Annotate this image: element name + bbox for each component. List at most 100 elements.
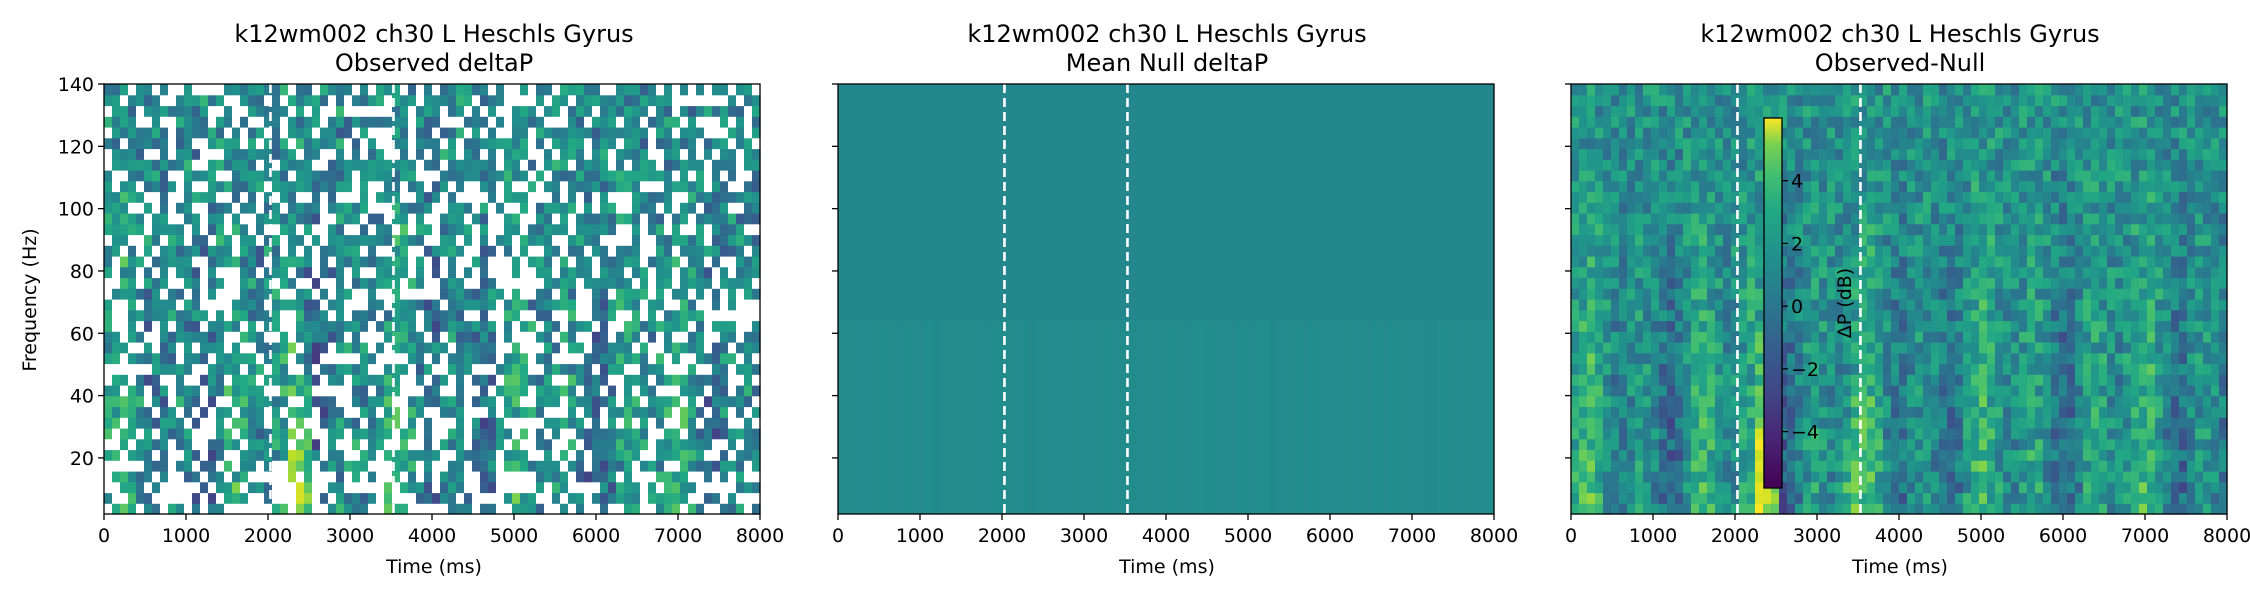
heatmap-cell [312,191,321,203]
heatmap-cell [144,438,153,451]
heatmap-cell [104,481,113,494]
heatmap-cell [1835,234,1844,246]
heatmap-cell [1795,159,1804,171]
heatmap-cell [696,309,705,322]
heatmap-column [1254,320,1263,514]
heatmap-cell [552,406,561,418]
heatmap-cell [1795,449,1804,461]
heatmap-cell [1859,374,1868,386]
heatmap-cell [664,288,673,300]
heatmap-cell [536,202,545,214]
heatmap-cell [1635,170,1644,182]
heatmap-cell [376,127,385,139]
heatmap-cell [664,438,673,451]
heatmap-cell [672,245,681,257]
heatmap-cell [136,438,145,451]
heatmap-cell [1851,449,1860,461]
heatmap-cell [664,352,673,365]
heatmap-cell [1691,84,1700,96]
heatmap-cell [312,385,321,397]
heatmap-cell [1643,170,1652,182]
heatmap-cell [280,395,289,408]
heatmap-cell [1867,417,1876,429]
heatmap-cell [176,481,185,494]
heatmap-cell [376,481,385,494]
heatmap-cell [1755,245,1764,257]
heatmap-cell [1699,309,1708,322]
heatmap-cell [1651,191,1660,203]
heatmap-cell [728,309,737,322]
heatmap-cell [408,105,417,117]
heatmap-cell [344,266,353,279]
heatmap-cell [704,309,713,322]
heatmap-cell [1595,137,1604,150]
heatmap-cell [272,331,281,343]
heatmap-cell [440,449,449,461]
heatmap-cell [664,374,673,386]
heatmap-cell [216,213,225,225]
heatmap-cell [264,460,273,472]
heatmap-cell [248,481,257,494]
heatmap-cell [1659,331,1668,343]
heatmap-cell [1619,395,1628,408]
heatmap-cell [480,395,489,408]
heatmap-cell [208,234,217,246]
heatmap-cell [256,234,265,246]
heatmap-cell [320,471,329,483]
heatmap-cell [528,320,537,332]
event-lines [269,84,395,514]
heatmap-cell [288,374,297,386]
x-tick-label: 4000 [408,525,456,547]
heatmap-cell [696,213,705,225]
heatmap-cell [296,395,305,408]
heatmap-cell [104,84,113,96]
heatmap-cell [184,234,193,246]
heatmap-cell [736,374,745,386]
heatmap-cell [1715,191,1724,203]
heatmap-cell [1595,288,1604,300]
heatmap-cell [192,288,201,300]
heatmap-cell [208,170,217,182]
heatmap-cell [688,148,697,160]
heatmap-cell [344,148,353,160]
heatmap-cell [1627,417,1636,429]
heatmap-cell [1835,191,1844,203]
heatmap-cell [288,385,297,397]
heatmap-cell [552,309,561,322]
heatmap-cell [1707,374,1716,386]
heatmap-cell [336,309,345,322]
heatmap-cell [1619,170,1628,182]
heatmap-cell [528,213,537,225]
heatmap-cell [1795,492,1804,504]
heatmap-cell [1731,342,1740,354]
heatmap-cell [536,320,545,332]
heatmap-cell [1723,137,1732,150]
heatmap-cell [1747,256,1756,268]
heatmap-cell [1811,417,1820,429]
heatmap-cell [136,159,145,171]
heatmap-cell [616,94,625,107]
heatmap-cell [1595,428,1604,440]
heatmap-cell [624,116,633,128]
heatmap-cell [256,503,265,515]
heatmap-cell [504,116,513,128]
heatmap-cell [280,148,289,160]
heatmap-cell [632,309,641,322]
heatmap-cell [688,460,697,472]
heatmap-cell [608,438,617,451]
heatmap-cell [312,288,321,300]
heatmap-cell [1731,374,1740,386]
heatmap-cell [376,159,385,171]
heatmap-cell [568,213,577,225]
heatmap-cell [640,137,649,150]
heatmap-cell [744,299,753,311]
heatmap-cell [176,503,185,515]
heatmap-cell [464,481,473,494]
heatmap-cell [688,417,697,429]
heatmap-cell [280,471,289,483]
heatmap-cell [1795,84,1804,96]
heatmap-cell [256,213,265,225]
heatmap-cell [744,137,753,150]
heatmap-cell [1579,245,1588,257]
heatmap-cell [720,395,729,408]
